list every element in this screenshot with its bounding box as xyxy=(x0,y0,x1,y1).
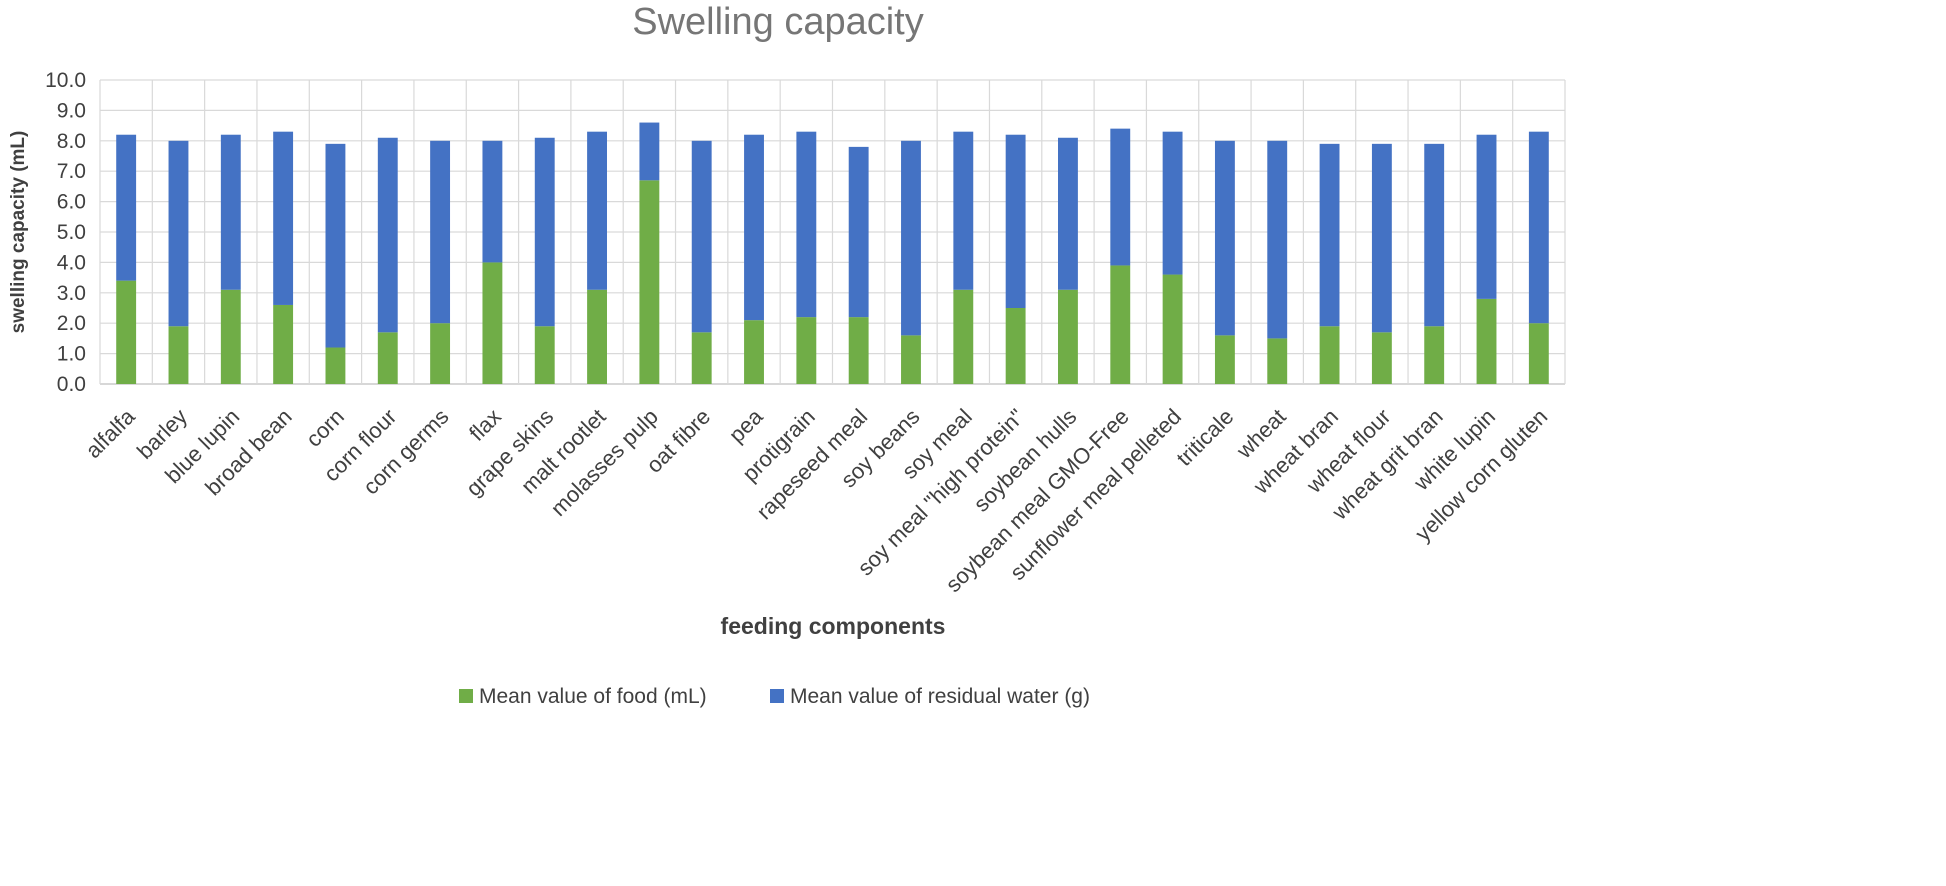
bar-food-4 xyxy=(325,347,346,384)
bars xyxy=(116,122,1549,384)
bar-food-5 xyxy=(377,332,398,384)
bar-food-11 xyxy=(691,332,712,384)
bar-water-17 xyxy=(1005,134,1026,308)
bar-food-1 xyxy=(168,326,189,384)
bar-water-1 xyxy=(168,140,189,327)
bar-water-15 xyxy=(901,140,921,336)
y-axis-ticks: 0.0 1.0 2.0 3.0 4.0 5.0 6.0 7.0 8.0 9.0 10.0 xyxy=(45,69,86,396)
x-axis-title: feeding components xyxy=(721,613,946,639)
bar-food-17 xyxy=(1005,308,1026,384)
bar-water-10 xyxy=(639,122,660,181)
bar-food-14 xyxy=(848,317,869,384)
y-tick-label: 8.0 xyxy=(57,130,86,153)
y-tick-label: 5.0 xyxy=(57,221,86,244)
x-category-label: pea xyxy=(724,403,768,447)
bar-water-19 xyxy=(1110,128,1131,266)
bar-water-4 xyxy=(325,143,346,348)
bar-water-26 xyxy=(1476,134,1497,299)
x-category-label: alfalfa xyxy=(80,403,140,463)
bar-food-25 xyxy=(1424,326,1445,384)
y-tick-label: 6.0 xyxy=(57,191,86,214)
bar-water-11 xyxy=(691,140,712,333)
bar-water-6 xyxy=(430,140,451,324)
bar-water-27 xyxy=(1528,131,1549,324)
bar-water-12 xyxy=(744,134,764,321)
bar-food-19 xyxy=(1110,265,1131,384)
bar-food-15 xyxy=(901,335,921,384)
y-tick-label: 3.0 xyxy=(57,282,86,305)
bar-food-7 xyxy=(482,262,503,384)
y-axis-title: swelling capacity (mL) xyxy=(8,131,29,334)
legend-label-water: Mean value of residual water (g) xyxy=(790,685,1090,708)
bar-water-7 xyxy=(482,140,503,263)
bar-food-10 xyxy=(639,180,660,384)
bar-water-20 xyxy=(1162,131,1183,275)
bar-water-25 xyxy=(1424,143,1445,327)
y-tick-label: 4.0 xyxy=(57,251,86,274)
bar-water-13 xyxy=(796,131,817,318)
bar-water-21 xyxy=(1214,140,1235,336)
y-tick-label: 10.0 xyxy=(45,69,86,92)
bar-food-18 xyxy=(1058,289,1078,384)
bar-food-13 xyxy=(796,317,817,384)
bar-food-21 xyxy=(1214,335,1235,384)
chart-title: Swelling capacity xyxy=(632,1,923,43)
bar-food-0 xyxy=(116,280,137,384)
bar-food-12 xyxy=(744,320,764,384)
bar-food-8 xyxy=(534,326,555,384)
bar-food-23 xyxy=(1319,326,1340,384)
legend-swatch-food xyxy=(459,689,473,703)
bar-water-24 xyxy=(1371,143,1392,333)
y-tick-label: 9.0 xyxy=(57,99,86,122)
bar-water-3 xyxy=(273,131,294,305)
bar-food-16 xyxy=(953,289,974,384)
y-tick-label: 7.0 xyxy=(57,160,86,183)
bar-food-6 xyxy=(430,323,451,384)
bar-food-9 xyxy=(587,289,607,384)
bar-water-8 xyxy=(534,137,555,327)
gridlines xyxy=(99,79,1566,385)
bar-water-9 xyxy=(587,131,607,290)
bar-food-3 xyxy=(273,304,294,384)
bar-food-24 xyxy=(1371,332,1392,384)
bar-food-26 xyxy=(1476,298,1497,384)
bar-water-0 xyxy=(116,134,137,281)
y-tick-label: 0.0 xyxy=(57,373,86,396)
bar-food-20 xyxy=(1162,274,1183,384)
x-category-label: triticale xyxy=(1171,404,1238,471)
bar-food-22 xyxy=(1267,338,1288,384)
y-tick-label: 2.0 xyxy=(57,312,86,335)
bar-water-2 xyxy=(220,134,241,290)
x-category-label: flax xyxy=(464,404,506,446)
bar-water-23 xyxy=(1319,143,1340,327)
bar-water-22 xyxy=(1267,140,1288,339)
bar-water-14 xyxy=(848,146,869,318)
bar-water-5 xyxy=(377,137,398,333)
bar-food-27 xyxy=(1528,323,1549,384)
legend-swatch-water xyxy=(770,689,784,703)
bar-water-16 xyxy=(953,131,974,290)
bar-water-18 xyxy=(1058,137,1078,290)
bar-food-2 xyxy=(220,289,241,384)
y-tick-label: 1.0 xyxy=(57,343,86,366)
legend: Mean value of food (mL) Mean value of res… xyxy=(459,685,1090,708)
legend-label-food: Mean value of food (mL) xyxy=(479,685,707,708)
